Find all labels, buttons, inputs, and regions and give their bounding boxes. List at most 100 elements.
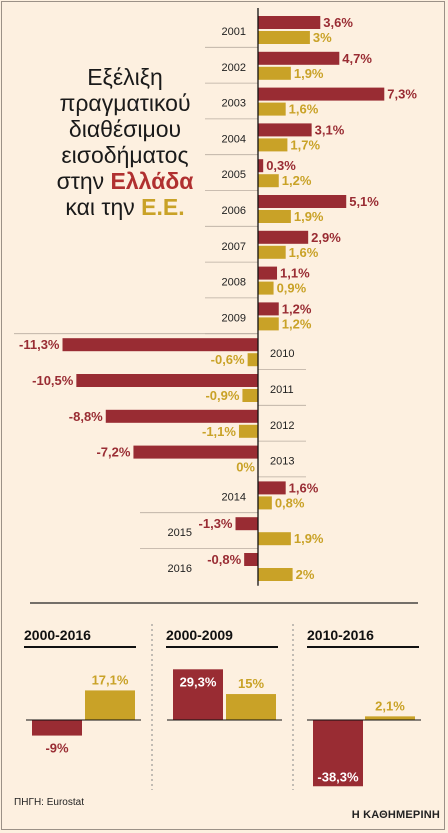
title-line-6: και την Ε.Ε.: [18, 194, 232, 220]
publisher-brand: Η ΚΑΘΗΜΕΡΙΝΗ: [351, 809, 440, 821]
summary-label-eu-2: 15%: [238, 676, 264, 691]
bar-greece-2008: [258, 266, 278, 280]
bar-eu-2011: [242, 389, 258, 402]
year-label-2009: 2009: [222, 312, 246, 324]
title-eu-highlight: Ε.Ε.: [141, 194, 185, 220]
year-label-2010: 2010: [270, 348, 294, 360]
year-label-2008: 2008: [222, 277, 246, 289]
label-greece-2003: 7,3%: [387, 87, 417, 102]
panel-title-1: 2000-2016: [24, 627, 91, 643]
year-label-2002: 2002: [222, 62, 246, 74]
bar-greece-2011: [76, 374, 258, 387]
year-label-2015: 2015: [168, 527, 192, 539]
label-eu-2010: -0,6%: [211, 352, 245, 367]
bar-greece-2013: [133, 445, 258, 459]
bar-greece-2002: [258, 51, 340, 65]
bar-eu-2007: [258, 245, 286, 259]
year-label-2006: 2006: [222, 205, 246, 217]
label-greece-2016: -0,8%: [207, 552, 241, 567]
summary-bar-eu-2: [226, 694, 276, 720]
label-eu-2003: 1,6%: [289, 102, 319, 117]
bar-greece-2005: [258, 159, 264, 173]
summary-bar-eu-3: [365, 716, 415, 720]
year-label-2013: 2013: [270, 456, 294, 468]
year-label-2014: 2014: [222, 491, 246, 503]
label-eu-2008: 0,9%: [277, 281, 307, 296]
source-note: ΠΗΓΗ: Eurostat: [14, 797, 84, 808]
summary-label-eu-1: 17,1%: [92, 672, 129, 687]
title-line-3: διαθέσιμου: [68, 116, 182, 142]
summary-bar-greece-1: [32, 720, 82, 736]
label-eu-2002: 1,9%: [294, 66, 324, 81]
year-label-2012: 2012: [270, 420, 294, 432]
title-line-4: εισοδήματος: [61, 142, 189, 168]
summary-label-greece-3: -38,3%: [317, 769, 359, 784]
summary-label-eu-3: 2,1%: [375, 698, 405, 713]
label-greece-2006: 5,1%: [349, 194, 379, 209]
label-eu-2007: 1,6%: [289, 245, 319, 260]
label-eu-2001: 3%: [313, 30, 332, 45]
title-line-6-prefix: και την: [65, 194, 142, 220]
title-line-2: πραγματικού: [59, 90, 191, 116]
summary-bar-eu-1: [85, 690, 135, 720]
title-line-5: στην Ελλάδα: [18, 168, 232, 194]
bar-greece-2012: [105, 409, 258, 423]
title-line-1: Εξέλιξη: [87, 64, 163, 90]
summary-label-greece-1: -9%: [45, 741, 69, 756]
title-line-5-prefix: στην: [56, 168, 111, 194]
label-greece-2010: -11,3%: [19, 337, 60, 352]
bar-greece-2001: [258, 16, 321, 29]
label-eu-2005: 1,2%: [282, 173, 312, 188]
bar-eu-2012: [238, 424, 258, 438]
bar-greece-2007: [258, 230, 309, 244]
label-eu-2013: 0%: [236, 460, 255, 475]
title-greece-highlight: Ελλάδα: [110, 168, 194, 194]
bar-greece-2016: [244, 553, 258, 566]
bar-eu-2015: [258, 532, 291, 546]
label-greece-2004: 3,1%: [315, 122, 345, 137]
bar-eu-2001: [258, 31, 310, 44]
year-label-2007: 2007: [222, 241, 246, 253]
bar-eu-2003: [258, 102, 286, 116]
bar-eu-2004: [258, 138, 288, 152]
bar-greece-2003: [258, 87, 385, 101]
label-greece-2005: 0,3%: [266, 158, 296, 173]
bar-greece-2009: [258, 302, 279, 316]
label-eu-2011: -0,9%: [205, 388, 239, 403]
year-label-2001: 2001: [222, 26, 246, 38]
label-greece-2009: 1,2%: [282, 301, 312, 316]
label-greece-2011: -10,5%: [32, 373, 74, 388]
label-greece-2012: -8,8%: [69, 409, 103, 424]
summary-label-greece-2: 29,3%: [180, 674, 217, 689]
panel-title-2: 2000-2009: [166, 627, 233, 643]
label-eu-2015: 1,9%: [294, 531, 324, 546]
label-eu-2016: 2%: [296, 567, 315, 582]
label-eu-2009: 1,2%: [282, 316, 312, 331]
label-greece-2008: 1,1%: [280, 266, 310, 281]
label-greece-2015: -1,3%: [199, 516, 233, 531]
year-label-2004: 2004: [222, 133, 246, 145]
bar-eu-2016: [258, 568, 293, 581]
year-label-2011: 2011: [270, 384, 294, 396]
label-eu-2006: 1,9%: [294, 209, 324, 224]
label-eu-2012: -1,1%: [202, 424, 236, 439]
bar-greece-2015: [235, 517, 258, 531]
bar-eu-2006: [258, 210, 291, 223]
summary-bar-greece-3: [313, 720, 363, 787]
bar-eu-2002: [258, 66, 291, 80]
bar-greece-2004: [258, 123, 312, 137]
label-greece-2013: -7,2%: [96, 445, 130, 460]
label-greece-2007: 2,9%: [311, 230, 341, 245]
label-eu-2004: 1,7%: [290, 137, 320, 152]
year-label-2003: 2003: [222, 98, 246, 110]
bar-eu-2014: [258, 496, 272, 510]
year-label-2005: 2005: [222, 169, 246, 181]
bar-eu-2005: [258, 174, 279, 188]
chart-title: Εξέλιξη πραγματικού διαθέσιμου εισοδήματ…: [18, 64, 232, 220]
label-greece-2014: 1,6%: [289, 480, 319, 495]
label-greece-2001: 3,6%: [323, 15, 353, 30]
year-label-2016: 2016: [168, 563, 192, 575]
label-eu-2014: 0,8%: [275, 495, 305, 510]
